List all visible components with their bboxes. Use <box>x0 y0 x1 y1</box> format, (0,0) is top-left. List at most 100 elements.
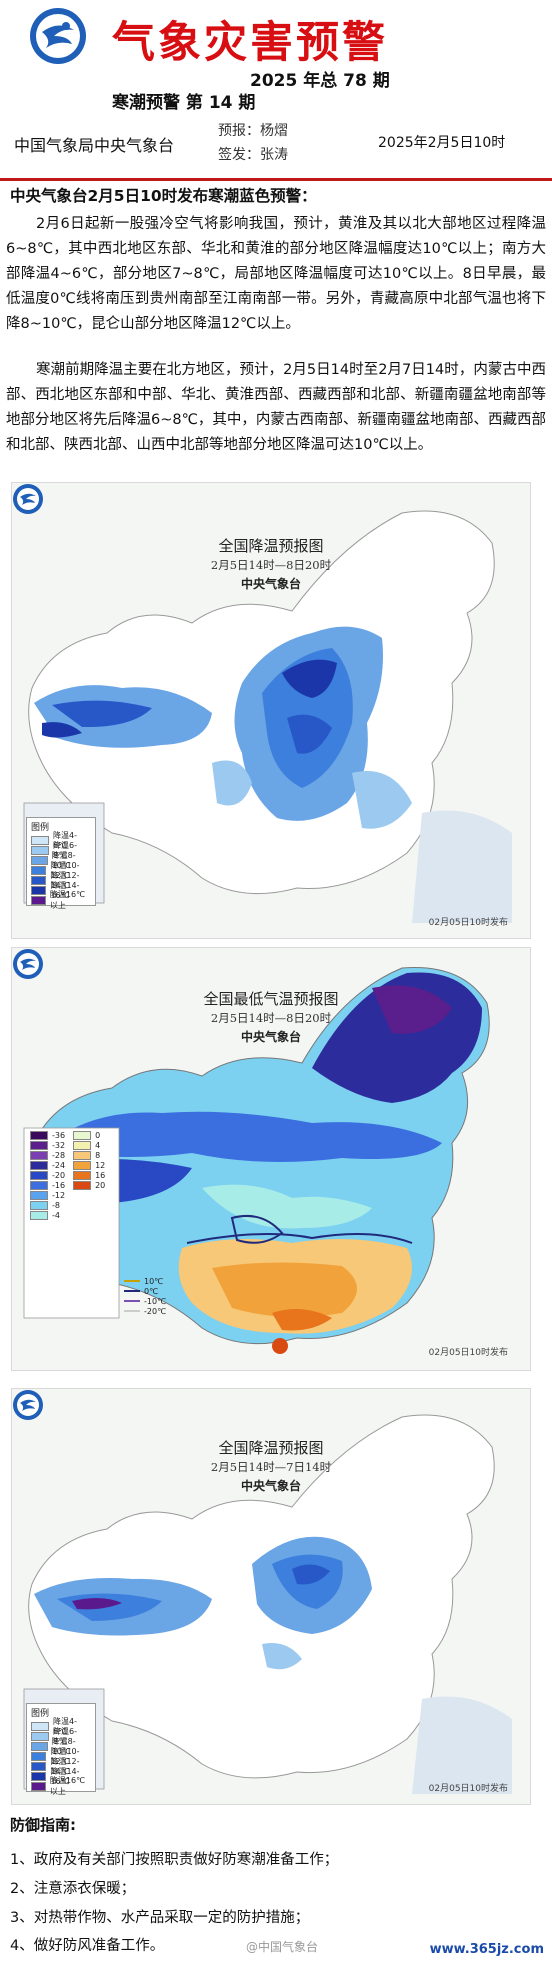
map-logo-icon <box>13 949 43 979</box>
map-org: 中央气象台 <box>240 1479 301 1493</box>
map-publish-time: 02月05日10时发布 <box>428 1348 508 1358</box>
legend-item: 降温14-16℃ <box>27 1767 95 1786</box>
temperature-legend: -36 -32 -28 -24 -20 -16 -12 -8 -4 0 4 8 … <box>26 1130 116 1220</box>
isotherm-item: 0℃ <box>120 1286 180 1296</box>
map-period: 2月5日14时—8日20时 <box>210 558 332 572</box>
legend-item: 16 <box>69 1170 109 1180</box>
legend-item: 降温16℃以上 <box>27 890 95 910</box>
legend-item: 降温4-6℃ <box>27 831 95 850</box>
legend-swatch <box>31 895 46 905</box>
header-divider <box>0 178 552 181</box>
map-logo-icon <box>13 1390 43 1420</box>
isotherm-legend: 10℃ 0℃ -10℃ -20℃ <box>120 1276 180 1316</box>
legend-title: 图例 <box>31 1709 50 1719</box>
issuer-info: 中国气象局中央气象台 预报：杨熠 签发：张涛 2025年2月5日10时 <box>0 118 552 170</box>
map-period: 2月5日14时—8日20时 <box>210 1011 332 1025</box>
warning-issue: 寒潮预警 第 14 期 <box>112 93 256 113</box>
legend-item: -12 <box>26 1190 69 1200</box>
legend-item: 20 <box>69 1180 109 1190</box>
legend-item: 降温6-8℃ <box>27 841 95 860</box>
legend-item: 0 <box>69 1130 109 1140</box>
legend-item: -28 <box>26 1150 69 1160</box>
legend-swatch <box>30 1130 48 1140</box>
legend-warm-column: 0 4 8 12 16 20 <box>69 1130 109 1220</box>
legend-swatch <box>30 1160 48 1170</box>
document-title: 气象灾害预警 <box>112 18 388 68</box>
legend-item: 降温16℃以上 <box>27 1776 95 1796</box>
map-publish-time: 02月05日10时发布 <box>428 1784 508 1794</box>
map-org: 中央气象台 <box>240 577 301 591</box>
legend-item: -24 <box>26 1160 69 1170</box>
legend-swatch <box>30 1190 48 1200</box>
legend-swatch <box>30 1170 48 1180</box>
legend-title: 图例 <box>31 823 50 833</box>
map-org: 中央气象台 <box>240 1030 301 1044</box>
legend-swatch <box>31 1751 47 1761</box>
legend-swatch <box>30 1150 48 1160</box>
document-header: 气象灾害预警 2025 年总 78 期 寒潮预警 第 14 期 <box>0 0 552 113</box>
legend-item: 降温6-8℃ <box>27 1727 95 1746</box>
legend-swatch <box>31 1741 48 1751</box>
legend-item: 降温8-10℃ <box>27 851 95 870</box>
isotherm-item: -10℃ <box>120 1296 180 1306</box>
weibo-watermark: @中国气象台 <box>246 1940 319 1954</box>
guide-item: 1、政府及有关部门按照职责做好防寒潮准备工作； <box>10 1852 339 1868</box>
min-temperature-map: 全国最低气温预报图 2月5日14时—8日20时 中央气象台 -36 -32 -2… <box>11 947 531 1371</box>
legend-item: -4 <box>26 1210 69 1220</box>
legend-item: 降温12-14℃ <box>27 871 95 890</box>
min-temp-map-graphic <box>12 948 530 1370</box>
legend-swatch <box>31 855 48 865</box>
map-title: 全国最低气温预报图 <box>203 990 339 1008</box>
legend-swatch <box>30 1140 48 1150</box>
legend-item: 降温10-12℃ <box>27 1747 95 1766</box>
legend-swatch <box>73 1140 92 1150</box>
legend-swatch <box>31 835 49 845</box>
legend-swatch <box>73 1180 92 1190</box>
legend-item: -20 <box>26 1170 69 1180</box>
legend-cold-column: -36 -32 -28 -24 -20 -16 -12 -8 -4 <box>26 1130 69 1220</box>
warning-headline: 中央气象台2月5日10时发布寒潮蓝色预警： <box>10 187 317 205</box>
isotherm-line <box>124 1300 140 1302</box>
legend-item: -36 <box>26 1130 69 1140</box>
forecaster: 预报：杨熠 <box>218 123 288 139</box>
map-logo-icon <box>13 484 43 514</box>
legend-item: -32 <box>26 1140 69 1150</box>
legend-item: 12 <box>69 1160 109 1170</box>
map-title: 全国降温预报图 <box>218 1439 324 1457</box>
cooling-map-2-graphic <box>12 1389 530 1804</box>
legend-item: 降温8-10℃ <box>27 1737 95 1756</box>
legend-swatch <box>31 1781 46 1791</box>
map-period: 2月5日14时—7日14时 <box>210 1460 332 1474</box>
isotherm-item: 10℃ <box>120 1276 180 1286</box>
legend-swatch <box>73 1130 92 1140</box>
legend-item: -16 <box>26 1180 69 1190</box>
legend-item: -8 <box>26 1200 69 1210</box>
issue-date: 2025年2月5日10时 <box>378 135 506 151</box>
map-legend: 图例 降温4-6℃ 降温6-8℃ 降温8-10℃ 降温10-12℃ 降温12-1… <box>26 1703 96 1796</box>
map-legend: 图例 降温4-6℃ 降温6-8℃ 降温8-10℃ 降温10-12℃ 降温12-1… <box>26 817 96 910</box>
legend-item: 降温14-16℃ <box>27 881 95 900</box>
legend-swatch <box>30 1210 48 1220</box>
signer: 签发：张涛 <box>218 147 288 163</box>
guide-item: 4、做好防风准备工作。 <box>10 1938 165 1954</box>
guide-item: 2、注意添衣保暖； <box>10 1881 136 1897</box>
cooling-forecast-map-2: 全国降温预报图 2月5日14时—7日14时 中央气象台 图例 降温4-6℃ 降温… <box>11 1388 531 1805</box>
meteorological-logo-icon <box>30 8 86 64</box>
legend-item: 降温12-14℃ <box>27 1757 95 1776</box>
warning-paragraph-2: 寒潮前期降温主要在北方地区，预计，2月5日14时至2月7日14时，内蒙古中西部、… <box>6 362 546 453</box>
legend-swatch <box>73 1160 92 1170</box>
site-watermark: www.365jz.com <box>429 1942 544 1957</box>
legend-item: 降温10-12℃ <box>27 861 95 880</box>
isotherm-line <box>124 1290 140 1292</box>
legend-swatch <box>31 885 47 895</box>
map-title: 全国降温预报图 <box>218 537 324 555</box>
legend-item: 降温4-6℃ <box>27 1717 95 1736</box>
warning-paragraph-1: 2月6日起新一股强冷空气将影响我国，预计，黄淮及其以北大部地区过程降温6~8℃，… <box>6 216 546 332</box>
map-publish-time: 02月05日10时发布 <box>428 918 508 928</box>
legend-swatch <box>31 875 47 885</box>
legend-swatch <box>73 1170 92 1180</box>
legend-swatch <box>31 845 49 855</box>
legend-swatch <box>30 1180 48 1190</box>
issuing-organization: 中国气象局中央气象台 <box>14 136 175 155</box>
isotherm-line <box>124 1280 140 1282</box>
